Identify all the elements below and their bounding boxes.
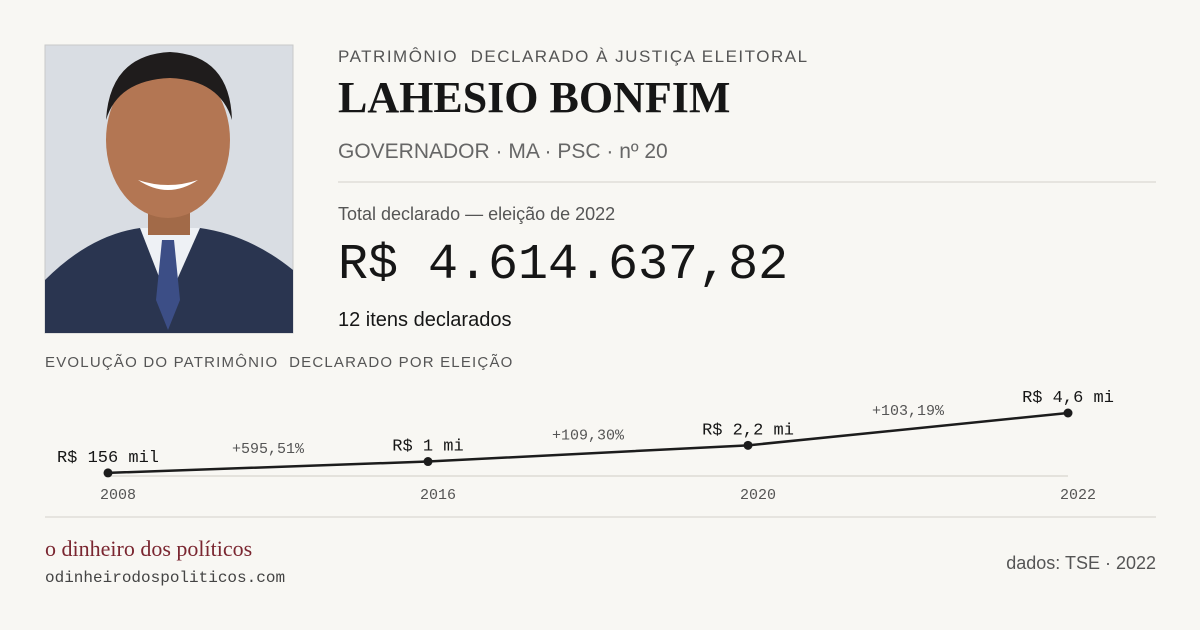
x-tick-label: 2016: [420, 487, 456, 504]
subtitle: GOVERNADOR · MA · PSC · nº 20: [338, 140, 668, 163]
value-label: R$ 1 mi: [392, 438, 463, 457]
brand: o dinheiro dos políticos: [45, 536, 252, 561]
value-label: R$ 2,2 mi: [702, 421, 794, 440]
chart-title: EVOLUÇÃO DO PATRIMÔNIO DECLARADO POR ELE…: [45, 354, 514, 371]
point: [103, 468, 113, 478]
source: dados: TSE · 2022: [1006, 553, 1156, 573]
plot: +595,51% +109,30% +103,19% R$ 156 mil 2008 R$…: [57, 389, 1114, 504]
total-label: Total declarado — eleição de 2022: [338, 204, 615, 224]
items: 12 itens declarados: [338, 309, 511, 331]
point: [743, 440, 753, 450]
name: LAHESIO BONFIM: [338, 73, 730, 122]
x-tick-label: 2022: [1060, 487, 1096, 504]
change-label: +595,51%: [232, 441, 305, 458]
value-label: R$ 4,6 mi: [1022, 389, 1114, 408]
point: [423, 457, 433, 467]
change-label: +103,19%: [872, 403, 945, 420]
url: odinheirodospoliticos.com: [45, 569, 285, 587]
kicker: PATRIMÔNIO DECLARADO À JUSTIÇA ELEITORAL: [338, 47, 809, 66]
photo: [44, 44, 294, 334]
total: R$ 4.614.637,82: [338, 237, 788, 294]
x-tick-label: 2008: [100, 487, 136, 504]
change-label: +109,30%: [552, 427, 625, 444]
value-label: R$ 156 mil: [57, 449, 159, 468]
x-tick-label: 2020: [740, 487, 776, 504]
point: [1063, 408, 1073, 418]
line: [107, 411, 1069, 475]
